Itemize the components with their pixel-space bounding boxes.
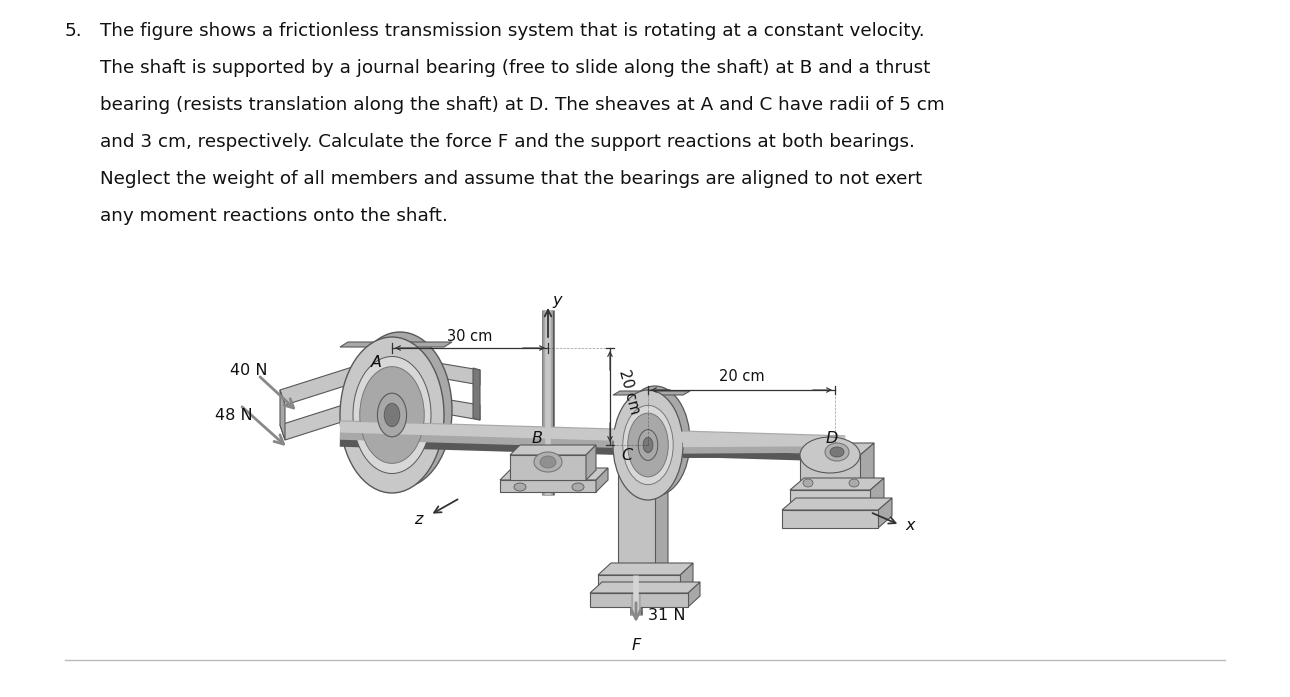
Polygon shape <box>878 498 891 528</box>
Ellipse shape <box>829 447 844 457</box>
Polygon shape <box>800 455 860 490</box>
Ellipse shape <box>826 443 849 461</box>
Text: D: D <box>826 431 838 445</box>
Polygon shape <box>613 391 690 395</box>
Polygon shape <box>280 390 480 440</box>
Ellipse shape <box>341 337 444 493</box>
Text: B: B <box>531 431 543 445</box>
Polygon shape <box>618 443 668 455</box>
Ellipse shape <box>639 429 658 461</box>
Ellipse shape <box>571 483 584 491</box>
Polygon shape <box>618 455 655 575</box>
Text: 30 cm: 30 cm <box>448 329 493 344</box>
Polygon shape <box>280 355 480 405</box>
Ellipse shape <box>628 413 668 477</box>
Polygon shape <box>869 478 884 510</box>
Ellipse shape <box>541 456 556 468</box>
Ellipse shape <box>613 390 682 500</box>
Polygon shape <box>789 490 869 510</box>
Text: 5.: 5. <box>64 22 83 40</box>
Polygon shape <box>590 582 700 593</box>
Text: 40 N: 40 N <box>230 362 267 378</box>
Ellipse shape <box>513 483 526 491</box>
Text: Neglect the weight of all members and assume that the bearings are aligned to no: Neglect the weight of all members and as… <box>101 170 922 188</box>
Polygon shape <box>860 443 875 490</box>
Text: y: y <box>552 293 561 307</box>
Text: any moment reactions onto the shaft.: any moment reactions onto the shaft. <box>101 207 448 225</box>
Text: 48 N: 48 N <box>215 408 253 422</box>
Ellipse shape <box>620 386 690 496</box>
Text: z: z <box>414 512 422 528</box>
Text: The shaft is supported by a journal bearing (free to slide along the shaft) at B: The shaft is supported by a journal bear… <box>101 59 930 77</box>
Text: F: F <box>631 638 641 652</box>
Polygon shape <box>341 342 451 347</box>
Polygon shape <box>680 563 693 593</box>
Text: x: x <box>906 519 915 533</box>
Polygon shape <box>590 593 688 607</box>
Ellipse shape <box>623 406 673 484</box>
Text: C: C <box>622 447 632 463</box>
Ellipse shape <box>384 404 400 427</box>
Polygon shape <box>510 455 586 480</box>
Polygon shape <box>782 498 891 510</box>
Ellipse shape <box>534 452 562 472</box>
Ellipse shape <box>353 356 431 473</box>
Polygon shape <box>280 390 285 440</box>
Polygon shape <box>789 478 884 490</box>
Polygon shape <box>688 582 700 607</box>
Text: 20 cm: 20 cm <box>719 369 764 384</box>
Text: bearing (resists translation along the shaft) at D. The sheaves at A and C have : bearing (resists translation along the s… <box>101 96 944 114</box>
Text: 31 N: 31 N <box>648 608 685 622</box>
Polygon shape <box>501 468 608 480</box>
Polygon shape <box>599 563 693 575</box>
Ellipse shape <box>360 367 424 464</box>
Polygon shape <box>586 445 596 480</box>
Polygon shape <box>473 368 480 420</box>
Polygon shape <box>501 480 596 492</box>
Ellipse shape <box>800 437 860 473</box>
Polygon shape <box>596 468 608 492</box>
Text: The figure shows a frictionless transmission system that is rotating at a consta: The figure shows a frictionless transmis… <box>101 22 925 40</box>
Ellipse shape <box>802 479 813 487</box>
Ellipse shape <box>644 437 653 452</box>
Ellipse shape <box>378 393 406 437</box>
Ellipse shape <box>849 479 859 487</box>
Text: 20 cm: 20 cm <box>617 367 642 415</box>
Polygon shape <box>599 575 680 593</box>
Polygon shape <box>800 443 875 455</box>
Text: and 3 cm, respectively. Calculate the force F and the support reactions at both : and 3 cm, respectively. Calculate the fo… <box>101 133 915 151</box>
Polygon shape <box>782 510 878 528</box>
Text: A: A <box>370 355 382 369</box>
Ellipse shape <box>348 332 451 488</box>
Polygon shape <box>510 445 596 455</box>
Polygon shape <box>655 443 668 575</box>
